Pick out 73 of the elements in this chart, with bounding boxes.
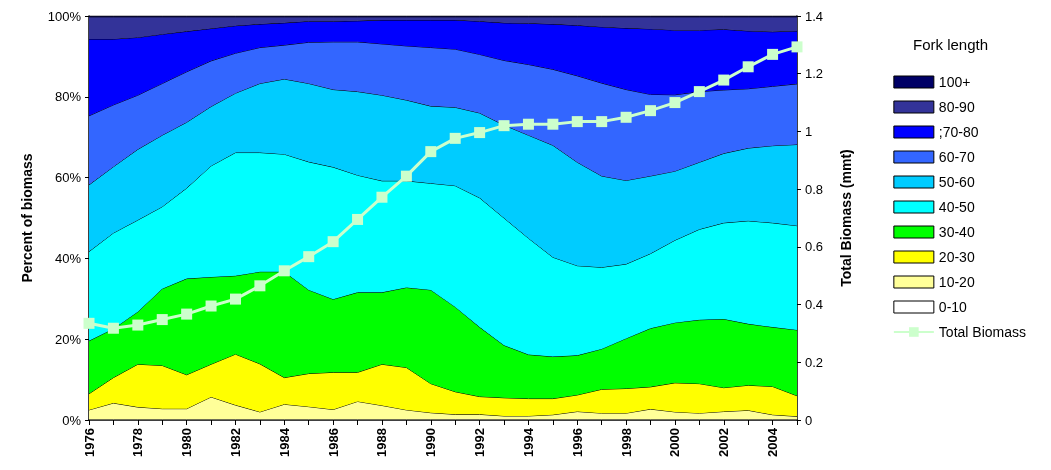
point [767, 48, 779, 60]
x-tick-label: 1998 [618, 428, 634, 457]
legend-label: ;70-80 [938, 124, 979, 140]
point [327, 236, 339, 248]
legend-title: Fork length [912, 36, 989, 53]
x-tick-label: 1990 [423, 428, 439, 457]
legend-label: 20-30 [938, 249, 975, 265]
point [669, 97, 681, 109]
point [181, 308, 193, 320]
x-tick-label: 1980 [179, 428, 195, 457]
x-tick-label: 1978 [130, 428, 146, 457]
x-tick-label: 1982 [227, 428, 243, 457]
y2-tick-label: 1 [805, 123, 813, 139]
x-tick-label: 1992 [472, 428, 488, 457]
x-tick-label: 1976 [81, 428, 97, 457]
legend-label: 50-60 [938, 174, 975, 190]
point [596, 116, 608, 128]
x-tick-label: 2000 [667, 428, 683, 457]
point [425, 146, 437, 158]
y-tick-label: 60% [54, 170, 82, 186]
point [522, 118, 534, 130]
x-tick-label: 1996 [569, 428, 585, 457]
x-tick-label: 1984 [276, 427, 292, 457]
point [449, 132, 461, 144]
y2-tick-label: 0.2 [805, 354, 824, 370]
legend-label: Total Biomass [938, 324, 1027, 340]
legend-label: 30-40 [938, 224, 975, 240]
legend-label: 60-70 [938, 149, 975, 165]
y-tick-label: 100% [47, 8, 82, 24]
point [254, 280, 266, 292]
point [352, 213, 364, 225]
x-tick-label: 1988 [374, 428, 390, 457]
point [278, 265, 290, 277]
y-tick-label: 80% [54, 89, 82, 105]
point [645, 105, 657, 117]
point [107, 322, 119, 334]
y2-tick-label: 1.2 [805, 66, 824, 82]
point [474, 127, 486, 139]
y-tick-label: 0% [62, 412, 82, 428]
point [571, 116, 583, 128]
y-axis-title: Percent of biomass [19, 153, 35, 283]
point [132, 319, 144, 331]
point [400, 170, 412, 182]
y2-tick-label: 0.6 [805, 239, 824, 255]
point [620, 111, 632, 123]
y2-tick-label: 0.8 [805, 181, 824, 197]
legend-label: 0-10 [938, 299, 968, 315]
y2-tick-label: 0 [805, 412, 813, 428]
x-tick-label: 1986 [325, 428, 341, 457]
x-tick-label: 1994 [520, 427, 536, 457]
point [229, 293, 241, 305]
point [156, 314, 168, 326]
legend-label: 100+ [938, 74, 971, 90]
x-tick-label: 2004 [765, 427, 781, 457]
legend-label: 80-90 [938, 99, 975, 115]
x-tick-label: 2002 [716, 428, 732, 457]
y2-tick-label: 1.4 [805, 8, 824, 24]
point [83, 317, 95, 329]
point [303, 251, 315, 263]
legend-label: 40-50 [938, 199, 975, 215]
point [742, 61, 754, 73]
point [693, 86, 705, 98]
point [718, 74, 730, 86]
point [547, 118, 559, 130]
point [205, 300, 217, 312]
y2-tick-label: 0.4 [805, 297, 824, 313]
point [791, 41, 803, 53]
legend-label: 10-20 [938, 274, 975, 290]
point [498, 120, 510, 132]
y-tick-label: 20% [54, 331, 82, 347]
y2-axis-title: Total Biomass (mmt) [838, 149, 854, 287]
y-tick-label: 40% [54, 250, 82, 266]
point [376, 191, 388, 203]
